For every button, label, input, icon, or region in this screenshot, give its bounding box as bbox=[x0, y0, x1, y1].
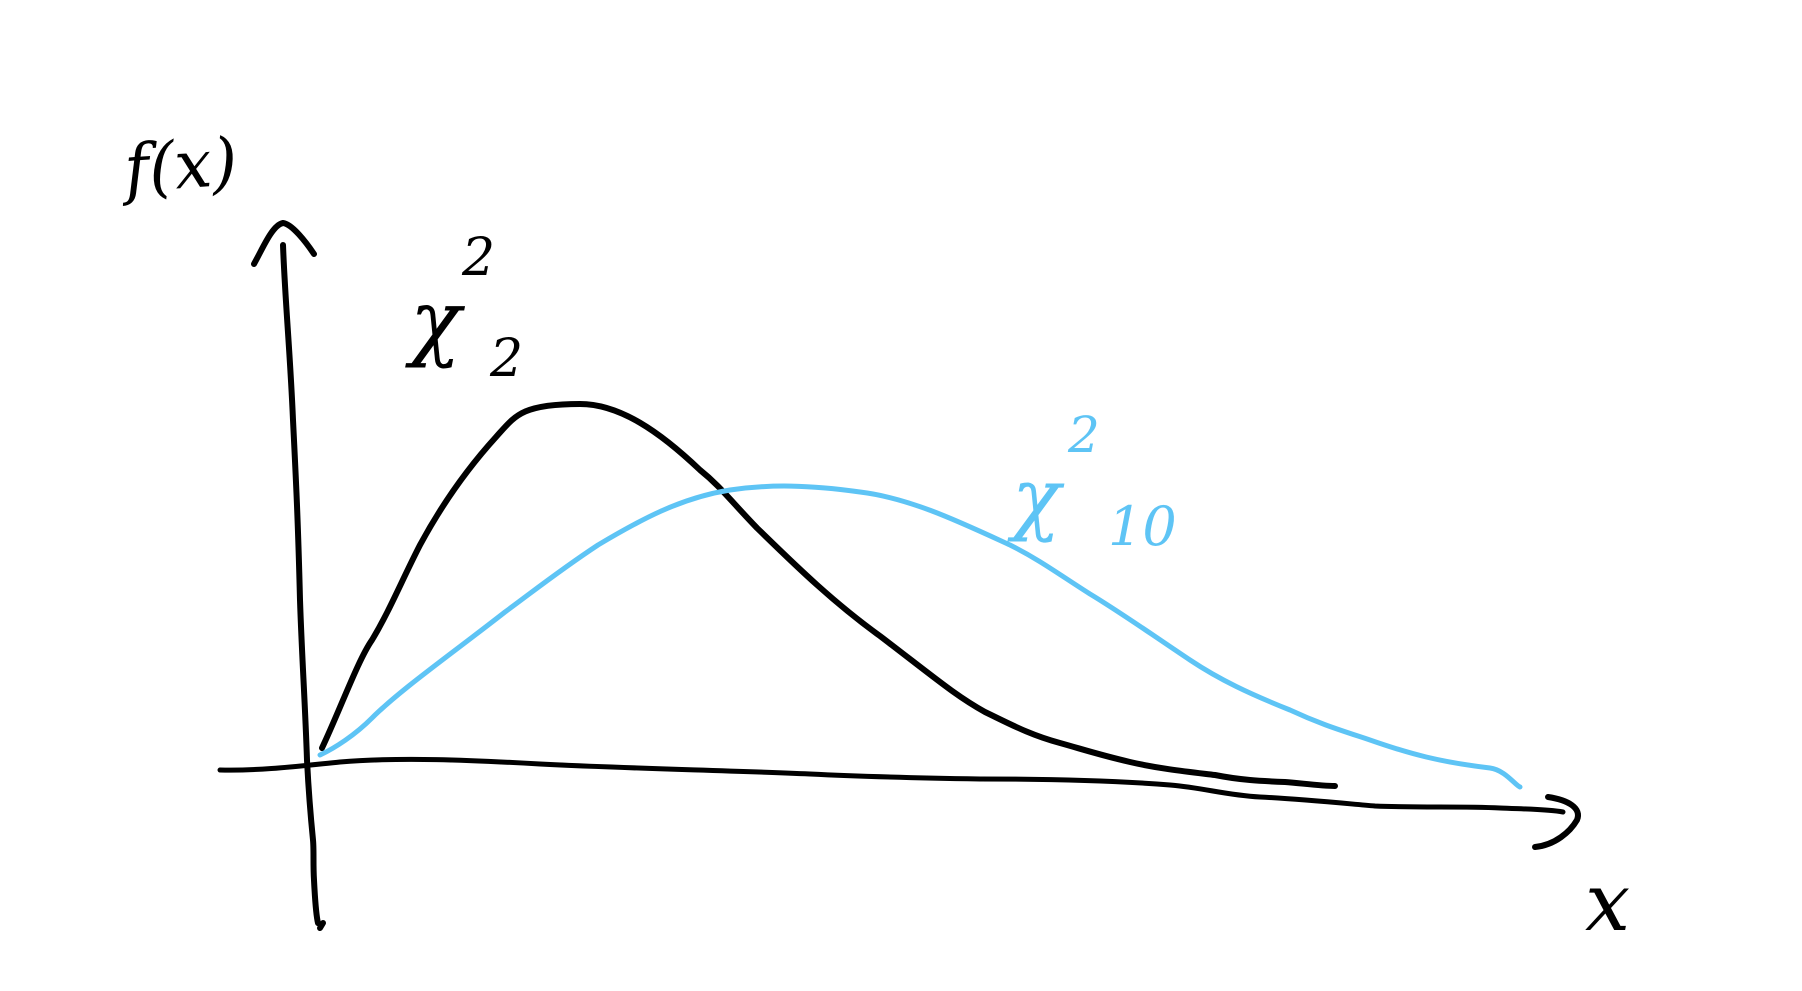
chi-square-2-label-main: χ bbox=[405, 272, 466, 370]
x-axis-arrowhead bbox=[1532, 794, 1581, 850]
y-axis-tick bbox=[317, 920, 326, 931]
x-axis-label: x bbox=[1585, 856, 1630, 949]
chi-square-10-label-sub: 10 bbox=[1108, 495, 1177, 558]
y-axis bbox=[251, 220, 326, 931]
y-axis-line bbox=[280, 242, 321, 926]
y-axis-label: f(x) bbox=[117, 123, 240, 208]
x-axis bbox=[217, 756, 1581, 850]
x-axis-line bbox=[217, 756, 1566, 815]
chi-square-2-label-sup: 2 bbox=[461, 228, 495, 288]
chi-square-10-label-main: χ bbox=[1007, 451, 1065, 544]
y-axis-label-text: f(x) bbox=[117, 123, 240, 208]
chi-square-10-label-sup: 2 bbox=[1067, 406, 1100, 464]
chi-square-2-label: χ 2 2 bbox=[405, 228, 523, 389]
y-axis-arrowhead bbox=[251, 220, 317, 267]
chi-square-2-label-sub: 2 bbox=[489, 329, 523, 389]
chi-square-2-curve bbox=[319, 401, 1338, 789]
chi-square-10-label: χ 2 10 bbox=[1007, 406, 1177, 558]
chi-square-10-curve bbox=[317, 483, 1523, 790]
